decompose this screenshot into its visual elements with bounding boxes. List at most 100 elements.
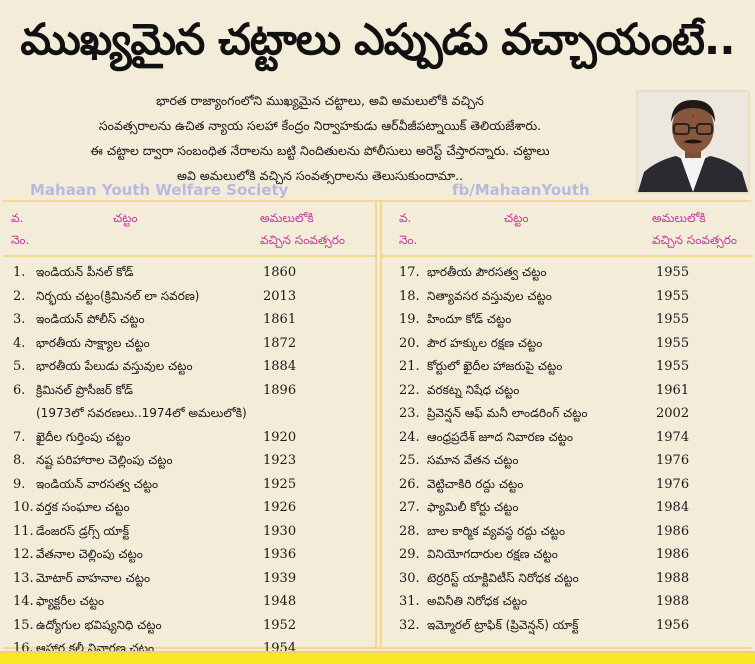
serial-number: 8. xyxy=(13,453,26,468)
header-serial-line1: వ. xyxy=(11,211,24,225)
law-name: వెట్టిచాకిరి రద్దు చట్టం xyxy=(427,476,524,491)
enacted-year: 1955 xyxy=(656,312,690,327)
table-row: 11. డేంజరస్ డ్రగ్స్ యాక్ట్ 1930 xyxy=(3,520,375,544)
law-name: అవినీతి నిరోధక చట్టం xyxy=(427,594,528,608)
enacted-year: 1976 xyxy=(656,453,690,468)
laws-table: వ. నెం. చట్టం అమలులోకి వచ్చిన సంవత్సరం 1… xyxy=(3,200,753,656)
law-name: నష్ట పరిహారాల చెల్లింపు చట్టం xyxy=(36,453,173,467)
serial-number: 26. xyxy=(399,476,420,492)
intro-line: సంవత్సరాలను ఉచిత న్యాయ సలహా కేంద్రం నిర్… xyxy=(98,118,542,133)
serial-number: 22. xyxy=(399,382,420,398)
table-row: 30. టెర్రరిస్ట్ యాక్టివిటీస్ నిరోధక చట్టం… xyxy=(382,567,753,591)
watermark-facebook: fb/MahaanYouth xyxy=(452,181,590,199)
table-row: 3. ఇండియన్ పోలీస్ చట్టం 1861 xyxy=(3,308,375,332)
enacted-year: 1974 xyxy=(656,429,690,445)
serial-number: 20. xyxy=(399,335,420,351)
serial-number: 12. xyxy=(13,547,34,562)
law-name: భారతీయ పౌరసత్వ చట్టం xyxy=(427,265,547,279)
table-row: 17. భారతీయ పౌరసత్వ చట్టం 1955 xyxy=(382,261,753,285)
law-name: హిందూ కోడ్ చట్టం xyxy=(427,312,512,326)
portrait-photo xyxy=(636,90,750,194)
enacted-year: 1986 xyxy=(656,523,690,539)
enacted-year: 1988 xyxy=(656,570,690,586)
table-row: 28. బాల కార్మిక వ్యవస్థ రద్దు చట్టం 1986 xyxy=(382,520,753,544)
serial-number: 10. xyxy=(13,500,34,515)
serial-number: 1. xyxy=(13,265,26,280)
enacted-year: 1955 xyxy=(656,288,690,304)
table-row: 7. ఖైదీల గుర్తింపు చట్టం 1920 xyxy=(3,426,375,450)
enacted-year: 1896 xyxy=(263,382,297,398)
serial-number: 3. xyxy=(13,312,26,327)
enacted-year: 1923 xyxy=(263,453,297,468)
serial-number: 21. xyxy=(399,359,420,374)
table-row: 26. వెట్టిచాకిరి రద్దు చట్టం 1976 xyxy=(382,473,753,497)
table-row: 12. వేతనాల చెల్లింపు చట్టం 1936 xyxy=(3,543,375,567)
law-name: ఇమ్మోరల్ ట్రాఫిక్ (ప్రివెన్షన్) యాక్ట్ xyxy=(427,617,579,632)
enacted-year: 2013 xyxy=(263,288,297,304)
serial-number: 24. xyxy=(399,429,420,445)
enacted-year: 1984 xyxy=(656,500,690,515)
table-row: 15. ఉద్యోగుల భవిష్యనిధి చట్టం 1952 xyxy=(3,614,375,638)
table-row: 22. వరకట్న నిషేధ చట్టం 1961 xyxy=(382,379,753,403)
serial-number: 14. xyxy=(13,594,34,609)
header-year: అమలులోకి వచ్చిన సంవత్సరం xyxy=(260,207,345,251)
enacted-year: 1955 xyxy=(656,265,690,280)
enacted-year: 1948 xyxy=(263,594,297,609)
serial-number: 18. xyxy=(399,288,420,304)
serial-number: 9. xyxy=(13,476,26,492)
serial-number: 6. xyxy=(13,382,26,398)
law-name: భారతీయ సాక్ష్యాల చట్టం xyxy=(36,335,150,350)
table-row: 1. ఇండియన్ పీనల్ కోడ్ 1860 xyxy=(3,261,375,285)
table-row: 29. వినియోగదారుల రక్షణ చట్టం 1986 xyxy=(382,543,753,567)
table-row: 6. క్రిమినల్ ప్రొసీజర్ కోడ్ 1896 xyxy=(3,379,375,403)
serial-number: 31. xyxy=(399,594,420,609)
law-name: కోర్టులో ఖైదీల హాజరుపై చట్టం xyxy=(427,359,563,373)
serial-number: 29. xyxy=(399,547,420,562)
serial-number: 17. xyxy=(399,265,420,280)
law-name: వర్తక సంఘాల చట్టం xyxy=(36,500,130,514)
serial-number: 30. xyxy=(399,570,420,586)
header-serial-line2: నెం. xyxy=(11,233,30,247)
header-law-name: చట్టం xyxy=(113,211,138,225)
table-row: 21. కోర్టులో ఖైదీల హాజరుపై చట్టం 1955 xyxy=(382,355,753,379)
enacted-year: 1884 xyxy=(263,359,297,374)
law-name: ఫ్యామిలీ కోర్టు చట్టం xyxy=(427,500,519,514)
serial-number: 13. xyxy=(13,570,34,586)
enacted-year: 1936 xyxy=(263,547,297,562)
law-name: బాల కార్మిక వ్యవస్థ రద్దు చట్టం xyxy=(427,523,566,538)
table-row: 25. సమాన వేతన చట్టం 1976 xyxy=(382,449,753,473)
table-row: 20. పౌర హక్కుల రక్షణ చట్టం 1955 xyxy=(382,332,753,356)
header-year-line1: అమలులోకి xyxy=(260,211,314,225)
law-name: ఉద్యోగుల భవిష్యనిధి చట్టం xyxy=(36,617,162,632)
header-serial-no: వ. నెం. xyxy=(399,207,417,251)
law-name: ఖైదీల గుర్తింపు చట్టం xyxy=(36,429,131,444)
serial-number: 32. xyxy=(399,617,420,633)
footer-color-bar xyxy=(0,651,755,664)
law-name: డేంజరస్ డ్రగ్స్ యాక్ట్ xyxy=(36,523,129,538)
law-name: వినియోగదారుల రక్షణ చట్టం xyxy=(427,547,558,561)
serial-number: 15. xyxy=(13,617,34,633)
intro-line: భారత రాజ్యాంగంలోని ముఖ్యమైన చట్టాలు, అవి… xyxy=(156,93,484,108)
enacted-year: 1925 xyxy=(263,476,297,492)
table-row: 18. నిత్యావసర వస్తువుల చట్టం 1955 xyxy=(382,285,753,309)
table-row: 8. నష్ట పరిహారాల చెల్లింపు చట్టం 1923 xyxy=(3,449,375,473)
table-row: 19. హిందూ కోడ్ చట్టం 1955 xyxy=(382,308,753,332)
table-row: 24. ఆంధ్రప్రదేశ్ జూద నివారణ చట్టం 1974 xyxy=(382,426,753,450)
table-row: 27. ఫ్యామిలీ కోర్టు చట్టం 1984 xyxy=(382,496,753,520)
header-serial-no: వ. నెం. xyxy=(11,207,29,251)
law-name: క్రిమినల్ ప్రొసీజర్ కోడ్ xyxy=(36,382,134,397)
header-serial-line1: వ. xyxy=(399,211,412,225)
table-row: 13. మోటార్ వాహనాల చట్టం 1939 xyxy=(3,567,375,591)
table-row: 5. భారతీయ పేలుడు వస్తువుల చట్టం 1884 xyxy=(3,355,375,379)
enacted-year: 1860 xyxy=(263,265,297,280)
enacted-year: 1861 xyxy=(263,312,297,327)
enacted-year: 1872 xyxy=(263,335,297,351)
table-header: వ. నెం. చట్టం అమలులోకి వచ్చిన సంవత్సరం xyxy=(382,202,753,257)
law-name: పౌర హక్కుల రక్షణ చట్టం xyxy=(427,335,543,350)
header-law-name: చట్టం xyxy=(504,211,529,225)
law-name: ఇండియన్ పోలీస్ చట్టం xyxy=(36,312,145,326)
table-header: వ. నెం. చట్టం అమలులోకి వచ్చిన సంవత్సరం xyxy=(3,202,375,257)
enacted-year: 1986 xyxy=(656,547,690,562)
header-year: అమలులోకి వచ్చిన సంవత్సరం xyxy=(652,207,737,251)
intro-line: అవి అమలులోకి వచ్చిన సంవత్సరాలను తెలుసుకు… xyxy=(176,168,464,183)
